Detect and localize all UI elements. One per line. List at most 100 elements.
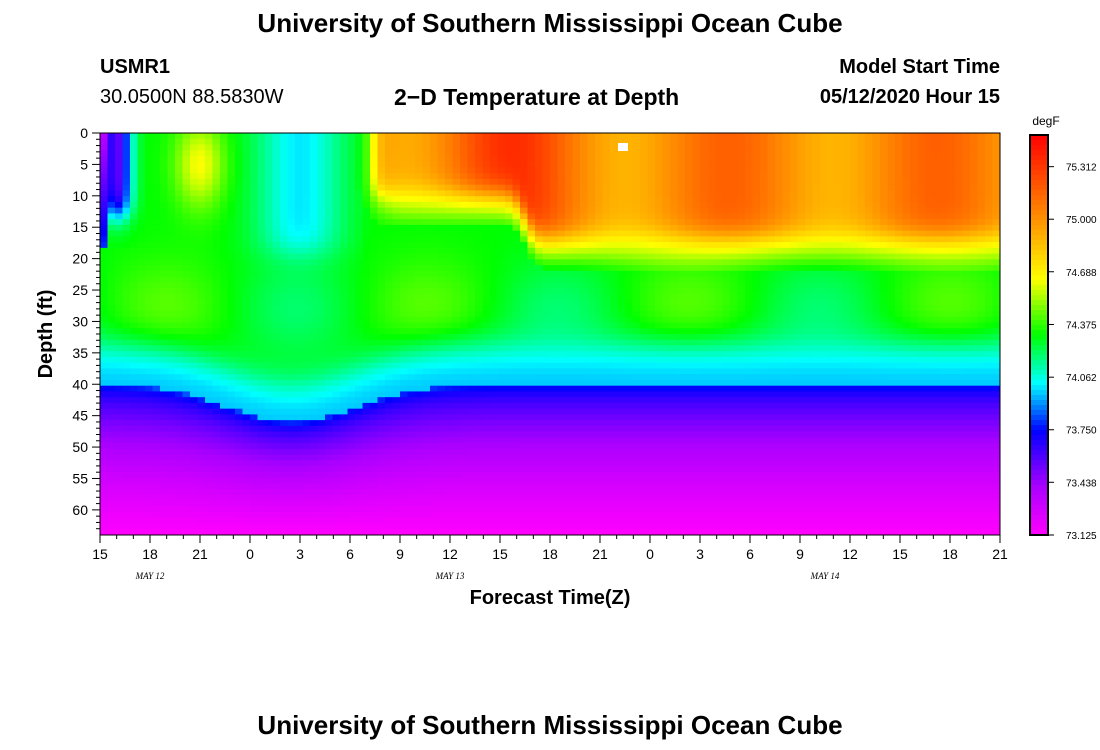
heatmap-cell — [557, 420, 566, 427]
heatmap-cell — [460, 443, 469, 450]
heatmap-cell — [595, 339, 604, 347]
heatmap-cell — [437, 293, 446, 301]
heatmap-cell — [325, 368, 334, 375]
heatmap-cell — [377, 334, 386, 341]
heatmap-cell — [520, 276, 529, 283]
heatmap-cell — [257, 316, 266, 324]
heatmap-cell — [160, 299, 169, 306]
heatmap-cell — [557, 402, 566, 410]
heatmap-cell — [175, 448, 184, 456]
heatmap-cell — [460, 339, 469, 347]
heatmap-cell — [182, 224, 191, 232]
heatmap-cell — [362, 311, 371, 318]
heatmap-cell — [535, 391, 544, 398]
heatmap-cell — [325, 454, 334, 461]
heatmap-cell — [550, 161, 559, 169]
heatmap-cell — [182, 155, 191, 163]
heatmap-cell — [227, 448, 236, 456]
heatmap-cell — [467, 379, 476, 387]
heatmap-cell — [205, 477, 214, 484]
heatmap-cell — [422, 299, 431, 306]
heatmap-cell — [542, 385, 551, 393]
heatmap-cell — [497, 305, 506, 312]
heatmap-cell — [115, 133, 124, 140]
heatmap-cell — [497, 471, 506, 479]
heatmap-cell — [242, 259, 251, 266]
heatmap-cell — [115, 207, 124, 214]
heatmap-cell — [482, 299, 491, 306]
heatmap-cell — [407, 253, 416, 260]
heatmap-cell — [160, 414, 169, 421]
heatmap-cell — [385, 443, 394, 450]
heatmap-cell — [580, 517, 589, 525]
heatmap-cell — [107, 299, 116, 306]
heatmap-cell — [287, 466, 296, 473]
heatmap-cell — [265, 362, 274, 370]
heatmap-cell — [100, 219, 109, 226]
heatmap-cell — [212, 265, 221, 272]
heatmap-cell — [160, 282, 169, 289]
heatmap-cell — [580, 414, 589, 421]
heatmap-cell — [482, 420, 491, 427]
heatmap-cell — [355, 483, 364, 490]
heatmap-cell — [437, 414, 446, 421]
heatmap-cell — [227, 184, 236, 192]
heatmap-cell — [550, 178, 559, 186]
heatmap-cell — [160, 512, 169, 519]
heatmap-cell — [422, 500, 431, 507]
heatmap-cell — [505, 150, 514, 157]
heatmap-cell — [407, 150, 416, 157]
heatmap-cell — [160, 213, 169, 220]
heatmap-cell — [235, 270, 244, 278]
heatmap-cell — [572, 242, 581, 249]
heatmap-cell — [415, 500, 424, 507]
heatmap-cell — [542, 391, 551, 398]
heatmap-cell — [415, 334, 424, 341]
heatmap-cell — [527, 431, 536, 438]
heatmap-cell — [302, 425, 311, 433]
heatmap-cell — [107, 454, 116, 461]
heatmap-cell — [100, 207, 109, 214]
heatmap-cell — [355, 265, 364, 272]
heatmap-cell — [497, 293, 506, 301]
heatmap-cell — [250, 293, 259, 301]
heatmap-cell — [280, 219, 289, 226]
heatmap-cell — [242, 523, 251, 530]
heatmap-cell — [190, 454, 199, 461]
heatmap-cell — [617, 466, 626, 473]
heatmap-cell — [182, 259, 191, 266]
heatmap-cell — [527, 489, 536, 496]
heatmap-cell — [565, 483, 574, 490]
heatmap-cell — [617, 448, 626, 456]
heatmap-cell — [437, 184, 446, 192]
heatmap-cell — [482, 259, 491, 266]
heatmap-cell — [317, 443, 326, 450]
heatmap-cell — [197, 224, 206, 232]
heatmap-cell — [452, 288, 461, 295]
heatmap-cell — [580, 178, 589, 186]
heatmap-cell — [272, 402, 281, 410]
heatmap-cell — [572, 253, 581, 260]
heatmap-cell — [512, 517, 521, 525]
heatmap-cell — [392, 431, 401, 438]
heatmap-cell — [107, 448, 116, 456]
heatmap-cell — [422, 247, 431, 255]
heatmap-cell — [160, 339, 169, 347]
heatmap-cell — [242, 155, 251, 163]
heatmap-cell — [175, 242, 184, 249]
heatmap-cell — [152, 506, 161, 513]
heatmap-cell — [445, 247, 454, 255]
heatmap-cell — [482, 368, 491, 375]
heatmap-cell — [302, 385, 311, 393]
heatmap-cell — [340, 466, 349, 473]
heatmap-cell — [565, 506, 574, 513]
heatmap-cell — [550, 230, 559, 237]
heatmap-cell — [107, 368, 116, 375]
heatmap-cell — [625, 402, 634, 410]
heatmap-cell — [460, 351, 469, 358]
heatmap-cell — [617, 236, 626, 243]
heatmap-cell — [400, 288, 409, 295]
heatmap-cell — [242, 167, 251, 174]
heatmap-cell — [527, 253, 536, 260]
heatmap-cell — [430, 167, 439, 174]
